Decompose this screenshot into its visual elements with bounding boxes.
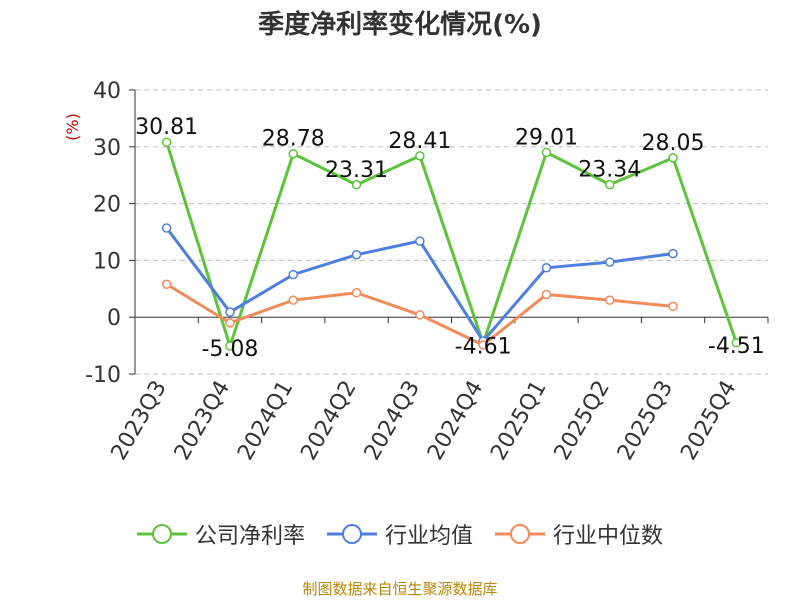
- legend-label: 公司净利率: [194, 524, 305, 549]
- data-label: -4.61: [455, 334, 512, 359]
- y-tick-label: -10: [85, 363, 121, 388]
- data-label: -4.51: [708, 334, 765, 359]
- data-point: [605, 257, 615, 267]
- legend-label: 行业中位数: [553, 524, 664, 549]
- data-point: [161, 137, 172, 147]
- data-label: 23.31: [325, 158, 388, 183]
- data-point: [605, 179, 615, 190]
- y-tick-label: 10: [93, 249, 121, 274]
- x-tick-label: 2024Q3: [360, 377, 425, 465]
- x-tick-label: 2023Q3: [107, 377, 172, 465]
- legend-item[interactable]: 行业中位数: [495, 518, 663, 550]
- y-tick-label: 30: [93, 136, 121, 161]
- data-point: [225, 341, 235, 351]
- x-tick-label: 2025Q2: [550, 377, 615, 465]
- x-tick-label: 2024Q4: [423, 377, 488, 465]
- data-point: [668, 248, 678, 259]
- y-axis-label: (%): [63, 113, 82, 141]
- data-point: [541, 289, 552, 300]
- source-note: 制图数据来自恒生聚源数据库: [302, 580, 498, 598]
- chart-title: 季度净利率变化情况(%): [258, 10, 542, 40]
- legend-item[interactable]: 行业均值: [326, 518, 473, 550]
- data-label: 30.81: [135, 115, 198, 140]
- data-point: [605, 295, 615, 305]
- data-point: [415, 236, 425, 246]
- data-label: 28.41: [388, 129, 451, 154]
- data-label: 23.34: [578, 158, 641, 183]
- x-tick-label: 2024Q2: [296, 377, 361, 465]
- data-point: [288, 295, 298, 305]
- data-point: [225, 307, 235, 317]
- data-point: [668, 153, 678, 163]
- y-tick-label: 0: [107, 306, 121, 331]
- legend-marker-icon: [495, 524, 545, 544]
- data-point: [288, 148, 298, 159]
- y-tick-label: 20: [93, 193, 121, 218]
- legend-marker-icon: [136, 524, 187, 544]
- x-tick-label: 2024Q1: [233, 377, 298, 465]
- data-point: [225, 318, 235, 328]
- data-label: 29.01: [515, 125, 578, 150]
- data-point: [351, 180, 362, 190]
- data-point: [415, 310, 425, 320]
- data-point: [351, 288, 362, 298]
- data-point: [541, 147, 552, 158]
- x-tick-label: 2023Q4: [170, 377, 235, 465]
- x-tick-label: 2025Q4: [676, 377, 741, 465]
- series-line: [165, 141, 738, 351]
- data-label: 28.78: [262, 127, 325, 152]
- legend: 公司净利率 行业均值 行业中位数: [0, 518, 800, 550]
- data-point: [351, 249, 362, 260]
- x-tick-label: 2025Q3: [613, 377, 678, 465]
- data-label: -5.08: [201, 337, 258, 362]
- data-point: [415, 151, 425, 161]
- series-group: [161, 137, 742, 351]
- data-point: [478, 340, 488, 350]
- x-tick-label: 2025Q1: [486, 377, 551, 465]
- data-label: 28.05: [642, 131, 705, 156]
- data-point: [541, 263, 552, 273]
- data-point: [161, 223, 172, 233]
- legend-marker-icon: [326, 524, 377, 544]
- legend-item[interactable]: 公司净利率: [136, 518, 305, 550]
- data-point: [288, 269, 298, 280]
- data-point: [161, 279, 172, 290]
- data-point: [668, 301, 678, 312]
- data-point: [731, 338, 742, 348]
- y-tick-label: 40: [93, 79, 121, 104]
- legend-label: 行业均值: [384, 524, 473, 549]
- grid-lines: [135, 89, 768, 375]
